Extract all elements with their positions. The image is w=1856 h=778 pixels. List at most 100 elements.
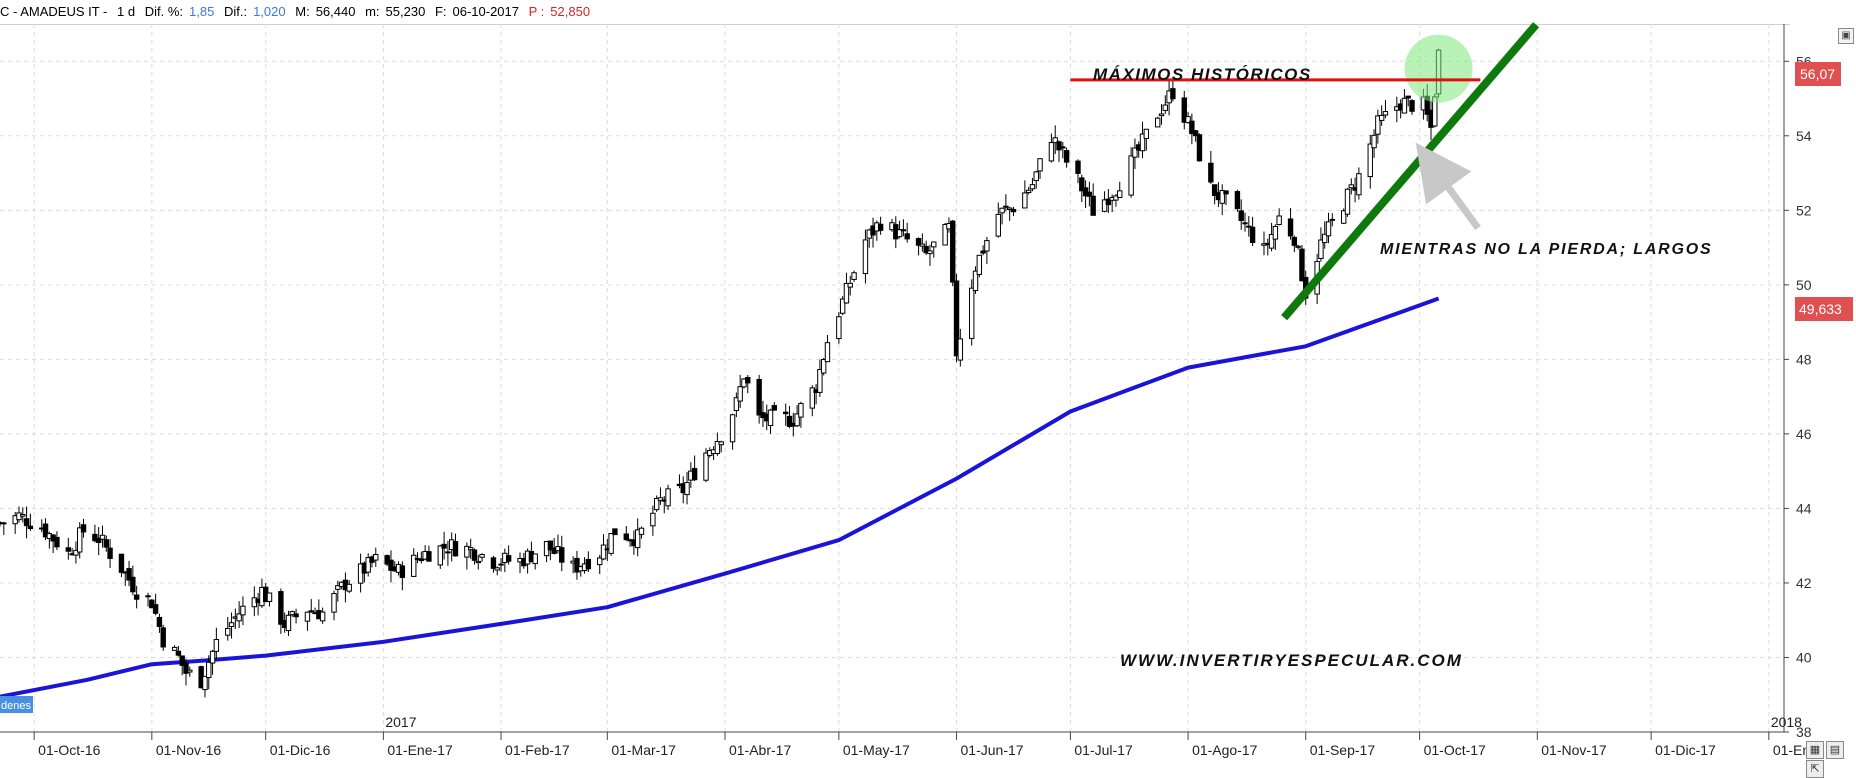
candle [171,645,178,651]
candle-body [426,551,432,562]
candle [1128,147,1134,198]
candle [1010,206,1017,217]
candle [236,601,242,629]
moving-average-layer [0,296,1440,699]
candle [426,545,432,562]
candle [820,357,827,376]
candle [786,405,793,429]
candle [608,532,614,556]
x-axis: 01-Oct-16 01-Nov-16 01-Dic-16 01-Ene-17 01-F… [33,714,1810,758]
candle-body [1113,195,1119,201]
candle [278,588,284,634]
highlight-circle [1404,34,1473,103]
year-label-0: 2017 [385,714,416,730]
candle-body [836,316,842,339]
candle-body [319,611,326,622]
candle [1189,113,1195,145]
candle-body [1006,207,1013,211]
candle-body [1378,114,1385,121]
candle [843,272,850,304]
candle-body [411,554,417,577]
candle-body [585,558,592,570]
candle [1022,180,1028,209]
candle-body [293,613,299,618]
candle [1375,109,1381,144]
candle-body [92,533,98,542]
candle [240,596,246,626]
candle [1242,212,1248,232]
price-chart[interactable]: MÁXIMOS HISTÓRICOS MIENTRAS NO LA PIERDA;… [0,0,1856,761]
candle-body [1003,205,1009,208]
candle [718,440,724,453]
candle [418,551,425,564]
candle-body [657,497,664,501]
candle [1287,207,1294,240]
candle-body [972,270,979,292]
candle [1101,191,1108,213]
candle [745,374,751,394]
min-value: 55,230 [385,4,426,19]
candle-body [1037,158,1043,172]
candle [304,611,311,631]
candle-body [1143,128,1150,139]
candle [441,531,447,560]
candle [452,533,459,557]
candle-body [1048,142,1055,162]
candle [1006,206,1013,221]
candle-body [240,605,246,616]
candle [1170,78,1176,102]
candle [1143,128,1150,151]
candle [1037,158,1043,179]
candle-body [1219,190,1225,204]
candle [1356,167,1362,200]
candle [464,542,470,570]
candle-body [1117,190,1123,198]
candle [817,359,823,397]
expand-corner-icon[interactable]: ⇱ [1806,760,1824,778]
candle-body [1056,141,1062,151]
candle-body [1086,191,1093,197]
expand-icon[interactable]: ▣ [1838,28,1854,44]
candle-body [1268,234,1275,249]
x-tick-label-6: 01-Abr-17 [729,742,791,758]
candle [900,219,907,237]
candle [1052,125,1058,155]
candle [1063,147,1070,168]
candle [634,518,641,557]
candle [809,385,815,417]
candle-body [1211,184,1218,196]
candle-body [388,559,394,571]
candle [1234,189,1241,212]
candle-body [824,342,831,363]
candle [1276,208,1282,226]
candle [505,545,512,565]
y-tick-label-7: 52 [1796,202,1812,218]
candle-body [1010,208,1017,213]
candle [77,522,83,559]
candle-body [65,547,72,552]
candle [1219,184,1225,215]
y-tick-label-0: 38 [1796,724,1812,740]
candle [623,526,629,542]
candle [1185,111,1191,124]
candle [1329,213,1336,227]
candle-body [149,599,155,609]
save-icon[interactable]: ▤ [1826,741,1844,759]
candle-body [653,497,660,511]
candle [714,432,721,456]
candle-body [1242,222,1248,225]
candle-body [714,441,721,454]
candle [1378,105,1385,126]
candle-body [1344,188,1351,215]
candle [984,237,990,264]
candle-body [285,614,292,632]
candle [1268,222,1275,252]
candle-body [156,616,163,628]
candle-body [771,405,778,411]
candle-body [1287,218,1294,237]
x-tick-label-3: 01-Ene-17 [387,742,453,758]
candle-body [365,557,371,573]
grid-toggle-icon[interactable]: ▦ [1806,741,1824,759]
candle [1113,193,1119,207]
candle [373,547,379,567]
